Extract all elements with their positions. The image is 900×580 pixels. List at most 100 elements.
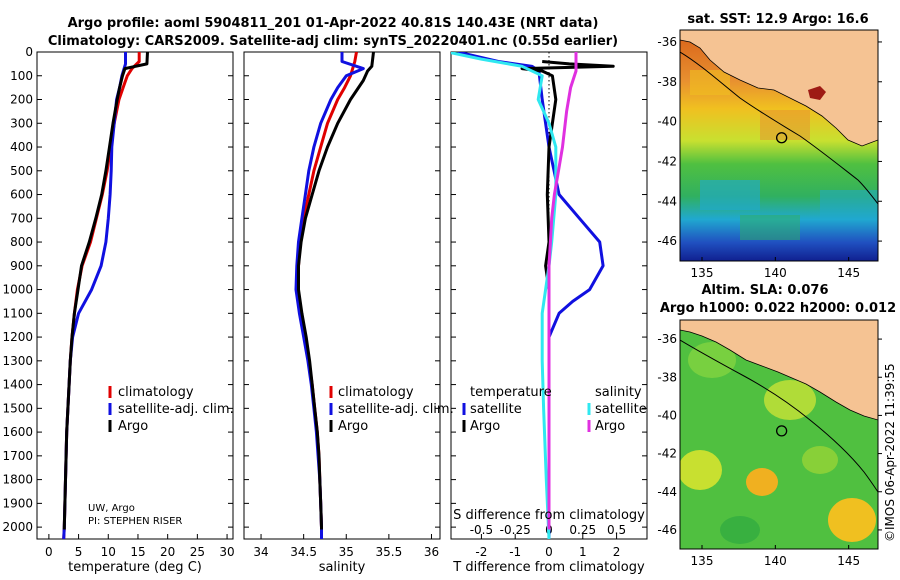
- map-x-tick-label: 135: [691, 554, 714, 568]
- s-tick-label: 0.25: [569, 523, 596, 537]
- y-tick-label: 100: [10, 69, 33, 83]
- difference-xlabel: T difference from climatology: [452, 560, 645, 575]
- sla-blob: [764, 380, 816, 420]
- difference-panel: -2 -1 0 1 2-0.5 -0.25 0 0.25 0.5 T difference fr…: [450, 51, 648, 575]
- sst-patch: [760, 110, 810, 140]
- x-tick-label: 35: [339, 545, 354, 559]
- y-tick-label: 700: [10, 211, 33, 225]
- y-tick-label: 0: [25, 45, 33, 59]
- y-tick-label: 1400: [2, 378, 33, 392]
- series-argo: [297, 52, 375, 530]
- s-tick-label: -0.25: [500, 523, 531, 537]
- sst-contour: [680, 51, 878, 205]
- map-x-tick-label: 135: [691, 266, 714, 280]
- y-tick-label: 1900: [2, 496, 33, 510]
- sst-patch: [700, 180, 760, 210]
- y-tick-label: 1700: [2, 449, 33, 463]
- salinity-panel: 34 34.5 35 35.5 36 salinity climatology sate…: [243, 51, 454, 575]
- y-tick-label: 1600: [2, 425, 33, 439]
- sla-blob: [688, 342, 736, 378]
- temperature-ticks: 0 5 10 15 20 25 300100200300400500600700800900…: [2, 45, 234, 559]
- temperature-legend: climatology satellite-adj. clim. Argo: [108, 385, 234, 434]
- sst-patch: [820, 190, 878, 220]
- sst-map-frame: [679, 29, 879, 262]
- argo-position-marker: [775, 132, 788, 144]
- figure-title-line2: Climatology: CARS2009. Satellite-adj cli…: [48, 34, 618, 49]
- sst-map-ticks: 135 140 145 -36 -38 -40 -42 -44 -46: [657, 35, 882, 280]
- y-tick-label: 800: [10, 235, 33, 249]
- x-tick-label: 0: [45, 545, 53, 559]
- map-y-tick-label: -36: [657, 332, 677, 346]
- map-x-tick-label: 140: [764, 554, 787, 568]
- x-tick-label: 34.5: [290, 545, 317, 559]
- salinity-legend: climatology satellite-adj. clim. Argo: [329, 385, 454, 434]
- map-x-tick-label: 140: [764, 266, 787, 280]
- series-s-argo: [547, 52, 578, 530]
- map-y-tick-label: -44: [657, 485, 677, 499]
- legend-satellite-label: satellite-adj. clim.: [118, 402, 234, 417]
- sst-land: [680, 30, 878, 147]
- sla-blob: [828, 498, 876, 542]
- map-y-tick-label: -40: [657, 115, 677, 129]
- x-tick-label: -1: [509, 545, 521, 559]
- series-t-argo: [520, 60, 615, 530]
- sla-map-ticks: 135 140 145 -36 -38 -40 -42 -44 -46: [657, 332, 882, 568]
- series-climatology: [62, 52, 141, 539]
- legend-salinity-title: salinity: [595, 385, 642, 400]
- x-tick-label: -2: [475, 545, 487, 559]
- sla-map-title: Altim. SLA: 0.076: [702, 283, 829, 298]
- legend-satellite-label: satellite-adj. clim.: [338, 402, 454, 417]
- temperature-series: [62, 52, 149, 539]
- y-tick-label: 300: [10, 116, 33, 130]
- legend-argo-label: Argo: [338, 419, 368, 434]
- salinity-axes-box: [243, 51, 441, 540]
- difference-legend-temperature: temperature satellite Argo: [462, 385, 552, 434]
- temperature-panel: 0 5 10 15 20 25 300100200300400500600700800900…: [2, 45, 234, 575]
- y-tick-label: 900: [10, 259, 33, 273]
- salinity-series: [294, 52, 375, 539]
- sst-map-panel: sat. SST: 12.9 Argo: 16.6 135 140 145 -36 -3…: [657, 12, 882, 280]
- difference-legend-salinity: salinity satellite Argo: [587, 385, 647, 434]
- y-tick-label: 400: [10, 140, 33, 154]
- figure-title-line1: Argo profile: aoml 5904811_201 01-Apr-20…: [68, 16, 599, 31]
- difference-ticks: -2 -1 0 1 2-0.5 -0.25 0 0.25 0.5: [451, 51, 647, 559]
- y-tick-label: 600: [10, 188, 33, 202]
- difference-xlabel-top: S difference from climatology: [453, 508, 645, 523]
- temperature-xlabel: temperature (deg C): [68, 560, 202, 575]
- map-x-tick-label: 145: [837, 266, 860, 280]
- s-tick-label: -0.5: [470, 523, 493, 537]
- legend-argo-label: Argo: [118, 419, 148, 434]
- temperature-axes-box: [36, 51, 234, 540]
- salinity-xlabel: salinity: [319, 560, 366, 575]
- x-tick-label: 34: [253, 545, 268, 559]
- sla-blob: [746, 468, 778, 496]
- series-t-satellite: [457, 52, 605, 539]
- difference-series: [451, 52, 615, 539]
- map-y-tick-label: -38: [657, 370, 677, 384]
- sst-inland-feature: [808, 86, 826, 100]
- map-x-tick-label: 145: [837, 554, 860, 568]
- x-tick-label: 35.5: [376, 545, 403, 559]
- sla-map-subtitle: Argo h1000: 0.022 h2000: 0.012: [660, 301, 896, 316]
- x-tick-label: 15: [130, 545, 145, 559]
- sla-blob: [720, 516, 760, 544]
- x-tick-label: 36: [424, 545, 439, 559]
- pi-institution: UW, Argo: [88, 503, 135, 514]
- map-y-tick-label: -42: [657, 154, 677, 168]
- legend-climatology-label: climatology: [338, 385, 414, 400]
- x-tick-label: 10: [101, 545, 116, 559]
- map-y-tick-label: -46: [657, 523, 677, 537]
- y-tick-label: 1500: [2, 401, 33, 415]
- y-tick-label: 1800: [2, 473, 33, 487]
- x-tick-label: 30: [219, 545, 234, 559]
- series-s-satellite: [451, 52, 558, 539]
- series-argo: [62, 52, 149, 530]
- x-tick-label: 2: [613, 545, 621, 559]
- series-climatology: [296, 52, 358, 539]
- legend-climatology-label: climatology: [118, 385, 194, 400]
- map-y-tick-label: -38: [657, 75, 677, 89]
- x-tick-label: 20: [160, 545, 175, 559]
- pi-name: PI: STEPHEN RISER: [88, 516, 182, 527]
- x-tick-label: 25: [190, 545, 205, 559]
